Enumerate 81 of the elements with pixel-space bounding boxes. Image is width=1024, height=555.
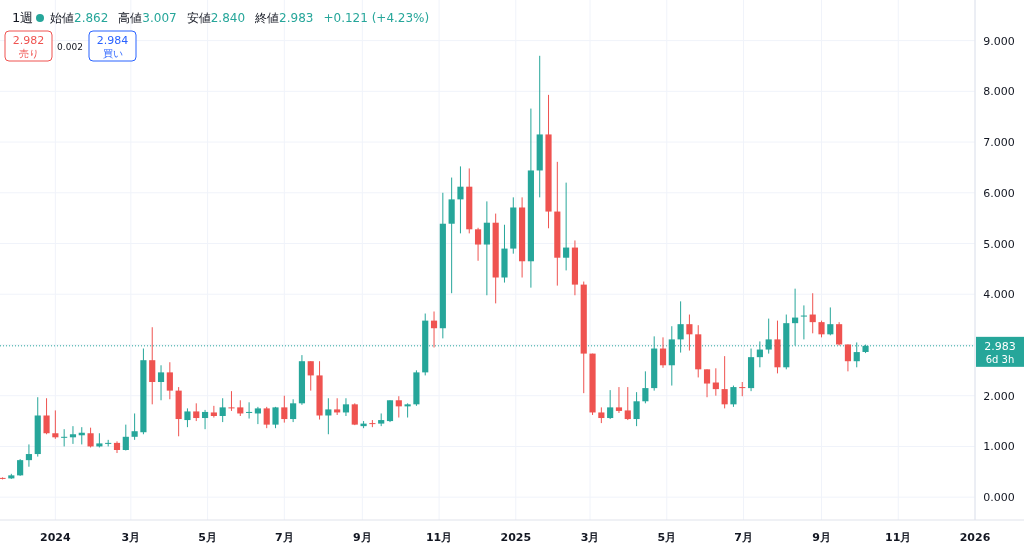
candlestick <box>246 401 253 420</box>
x-tick-label: 2026 <box>959 531 991 544</box>
candlestick <box>281 395 288 424</box>
candlestick <box>721 355 728 409</box>
annotation: 0.002 <box>57 42 83 52</box>
annotation: 売り <box>18 48 39 59</box>
annotation: 安値2.840 <box>186 11 246 25</box>
annotation: 買い <box>102 48 123 59</box>
ref-line-label: 2.983 <box>984 339 1016 353</box>
candlestick <box>210 405 217 419</box>
candlestick <box>607 389 614 420</box>
annotation: +0.121 (+4.23%) <box>323 11 430 25</box>
candlestick <box>131 412 138 441</box>
text: 6d 3h <box>985 353 1015 365</box>
candlestick <box>325 397 332 435</box>
candlestick <box>219 397 226 423</box>
candlestick <box>624 386 631 421</box>
candlestick <box>342 397 350 417</box>
candlestick <box>87 427 94 448</box>
y-tick-label: 4.000 <box>983 288 1015 302</box>
candlestick <box>800 304 807 340</box>
candlestick <box>52 409 59 440</box>
candlestick <box>263 406 270 429</box>
x-tick-label: 7月 <box>734 531 753 544</box>
candlestick <box>201 409 209 430</box>
annotation: 2.984 <box>96 34 129 47</box>
candlestick <box>122 424 129 451</box>
candlestick <box>43 397 50 435</box>
candlestick <box>659 336 667 369</box>
candlestick <box>404 402 411 419</box>
annotation: 2.982 <box>12 34 45 47</box>
y-tick-label: 5.000 <box>983 237 1015 251</box>
y-tick-label: 0.000 <box>983 491 1015 505</box>
candlestick <box>69 425 77 445</box>
candlestick <box>386 399 394 423</box>
x-tick-label: 7月 <box>274 531 294 544</box>
y-tick-label: 2.000 <box>983 389 1015 403</box>
x-tick-label: 3月 <box>580 531 600 544</box>
candlestick <box>739 381 746 397</box>
candlestick <box>483 200 490 296</box>
x-tick-label: 2024 <box>40 531 71 544</box>
x-tick-label: 11月 <box>885 531 912 544</box>
candlestick <box>844 343 852 372</box>
x-tick-label: 2025 <box>500 531 532 544</box>
candlestick <box>307 360 314 392</box>
y-tick-label: 7.000 <box>983 136 1015 150</box>
candlestick <box>615 386 623 414</box>
candlestick <box>827 306 834 336</box>
annotation: 始値2.862 <box>50 11 109 25</box>
text: 1週 <box>12 10 34 25</box>
candlestick <box>686 314 693 352</box>
x-tick-label: 9月 <box>352 531 372 544</box>
x-tick-label: 11月 <box>425 531 453 544</box>
y-tick-label: 6.000 <box>983 186 1015 200</box>
candlestick <box>184 407 191 428</box>
annotation: 高値3.007 <box>118 11 177 25</box>
annotation: 終値2.983 <box>254 11 314 25</box>
candlestick <box>563 182 570 271</box>
candlestick <box>457 165 464 234</box>
candlestick <box>395 395 402 419</box>
x-tick-label: 3月 <box>121 531 141 544</box>
candlestick <box>474 227 482 262</box>
x-tick-label: 9月 <box>812 531 831 544</box>
candlestick <box>166 361 173 400</box>
candlestick <box>25 443 33 468</box>
candlestick <box>157 364 165 401</box>
candlestick <box>149 326 156 405</box>
y-tick-label: 8.000 <box>983 85 1015 99</box>
candlestick <box>61 428 68 447</box>
candlestick <box>836 321 843 346</box>
x-tick-label: 5月 <box>198 531 217 544</box>
y-tick-label: 9.000 <box>983 34 1015 48</box>
candlestick <box>290 398 297 423</box>
candlestick <box>703 368 711 398</box>
x-tick-label: 5月 <box>657 531 677 544</box>
candlestick <box>642 370 649 404</box>
candlestick <box>633 391 640 427</box>
candlestick <box>730 385 737 408</box>
candlestick <box>254 406 261 425</box>
candlestick <box>228 390 235 412</box>
y-tick-label: 1.000 <box>983 440 1015 454</box>
